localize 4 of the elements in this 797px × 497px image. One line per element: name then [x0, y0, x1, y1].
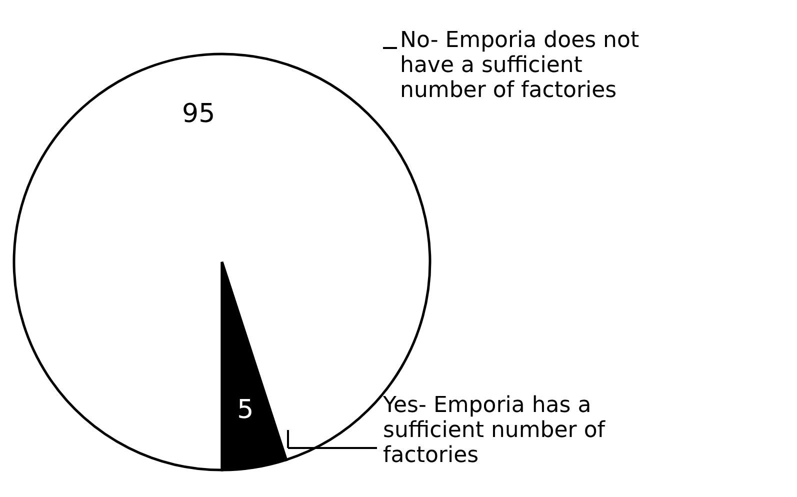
data-label: 5 [237, 394, 254, 425]
slice-label: Yes- Emporia has a sufficient number of factories [382, 393, 606, 468]
legend-label: No- Emporia does not have a sufficient number of factories [400, 28, 640, 103]
data-label: 95 [182, 99, 216, 130]
